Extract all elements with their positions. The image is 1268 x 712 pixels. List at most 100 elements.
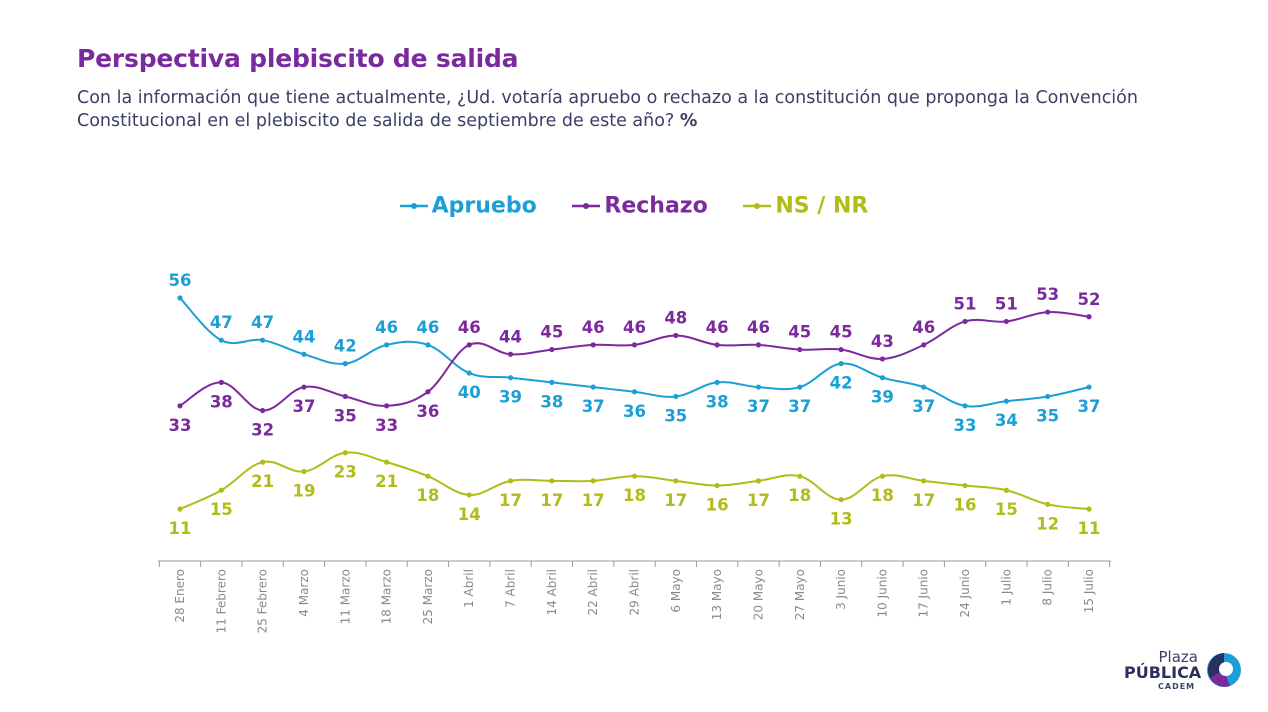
x-tick-label: 29 Abril	[628, 569, 642, 616]
data-point-ns-nr	[466, 492, 472, 498]
logo-brand-text: Plaza	[1158, 648, 1198, 666]
data-label-rechazo: 46	[458, 318, 481, 337]
logo-sub-text: CADEM	[1158, 682, 1196, 691]
data-label-apruebo: 37	[788, 397, 811, 416]
data-label-ns-nr: 18	[623, 486, 646, 505]
data-point-apruebo	[218, 337, 224, 343]
data-label-rechazo: 46	[706, 318, 729, 337]
data-point-apruebo	[755, 384, 762, 390]
data-label-ns-nr: 16	[706, 496, 729, 515]
data-point-rechazo	[673, 332, 679, 339]
data-point-apruebo	[1086, 384, 1092, 390]
data-label-ns-nr: 11	[169, 519, 192, 538]
data-label-apruebo: 46	[416, 318, 439, 337]
data-label-ns-nr: 17	[582, 491, 605, 510]
data-label-apruebo: 35	[664, 406, 687, 425]
x-tick-label: 28 Enero	[173, 569, 187, 623]
data-point-rechazo	[218, 379, 224, 385]
data-point-ns-nr	[838, 497, 844, 503]
data-label-apruebo: 40	[458, 383, 481, 402]
data-point-ns-nr	[755, 478, 762, 484]
x-tick-label: 6 Mayo	[669, 569, 683, 613]
x-tick-label: 17 Junio	[917, 569, 931, 618]
data-label-ns-nr: 17	[540, 491, 563, 510]
data-point-apruebo	[921, 384, 927, 390]
data-label-apruebo: 37	[912, 397, 935, 416]
data-label-ns-nr: 13	[830, 510, 853, 529]
data-point-apruebo	[1003, 398, 1009, 404]
data-point-ns-nr	[631, 473, 638, 479]
x-tick-label: 10 Junio	[875, 569, 889, 618]
data-point-rechazo	[466, 342, 472, 348]
data-label-rechazo: 46	[747, 318, 770, 337]
data-label-apruebo: 33	[954, 416, 977, 435]
data-point-apruebo	[301, 351, 307, 357]
data-label-rechazo: 46	[623, 318, 646, 337]
data-label-ns-nr: 17	[747, 491, 770, 510]
data-label-apruebo: 37	[1078, 397, 1101, 416]
data-label-rechazo: 38	[210, 392, 233, 411]
x-tick-label: 13 Mayo	[710, 569, 724, 620]
x-tick-label: 25 Marzo	[421, 569, 435, 624]
data-point-apruebo	[590, 384, 596, 390]
x-tick-label: 27 Mayo	[793, 569, 807, 620]
data-point-ns-nr	[921, 478, 927, 484]
legend-label-rechazo: Rechazo	[604, 193, 708, 219]
data-point-rechazo	[507, 351, 514, 357]
data-point-ns-nr	[797, 473, 803, 479]
data-label-ns-nr: 18	[871, 486, 894, 505]
legend-swatch-apruebo	[399, 203, 428, 210]
data-point-apruebo	[507, 375, 514, 381]
data-point-ns-nr	[342, 450, 348, 456]
data-point-ns-nr	[1086, 506, 1092, 512]
data-label-rechazo: 46	[582, 318, 605, 337]
data-point-apruebo	[177, 295, 183, 301]
x-tick-label: 7 Abril	[504, 569, 518, 608]
x-tick-label: 11 Marzo	[338, 569, 352, 624]
data-label-apruebo: 37	[747, 397, 770, 416]
data-point-ns-nr	[714, 482, 720, 489]
logo-main-text: PÚBLICA	[1124, 663, 1202, 682]
data-label-apruebo: 37	[582, 397, 605, 416]
data-point-apruebo	[342, 361, 348, 367]
data-label-apruebo: 47	[210, 313, 233, 332]
data-label-ns-nr: 14	[458, 505, 481, 524]
data-point-apruebo	[260, 337, 266, 343]
data-label-rechazo: 35	[334, 406, 357, 425]
data-label-ns-nr: 15	[995, 500, 1018, 519]
data-label-ns-nr: 12	[1036, 514, 1059, 533]
data-label-ns-nr: 19	[292, 481, 315, 500]
data-point-rechazo	[879, 356, 886, 362]
data-label-ns-nr: 21	[251, 472, 274, 491]
x-tick-label: 8 Julio	[1041, 569, 1055, 606]
data-point-rechazo	[342, 393, 348, 400]
legend-item-nsnr: NS / NR	[743, 193, 868, 219]
x-tick-label: 20 Mayo	[751, 569, 765, 620]
data-label-rechazo: 46	[912, 318, 935, 337]
data-point-apruebo	[549, 379, 555, 385]
data-point-rechazo	[383, 403, 390, 409]
data-point-rechazo	[425, 389, 431, 395]
data-point-ns-nr	[962, 482, 968, 489]
data-label-ns-nr: 18	[416, 486, 439, 505]
data-label-ns-nr: 17	[912, 491, 935, 510]
data-point-apruebo	[1045, 393, 1051, 400]
chart-subtitle: Con la información que tiene actualmente…	[77, 87, 1157, 133]
data-point-apruebo	[879, 375, 886, 381]
unit-label: %	[679, 111, 698, 131]
x-tick-label: 1 Abril	[462, 569, 476, 608]
data-point-ns-nr	[1045, 501, 1051, 507]
x-tick-label: 3 Junio	[834, 569, 848, 610]
data-label-rechazo: 37	[292, 397, 315, 416]
data-label-apruebo: 36	[623, 402, 646, 421]
data-point-rechazo	[1045, 309, 1051, 315]
data-point-rechazo	[921, 342, 927, 348]
data-point-apruebo	[466, 370, 472, 376]
data-label-ns-nr: 11	[1078, 519, 1101, 538]
chart-legend: Apruebo Rechazo NS / NR	[0, 193, 1268, 219]
data-point-ns-nr	[879, 473, 886, 479]
legend-label-nsnr: NS / NR	[775, 193, 869, 219]
data-point-ns-nr	[301, 468, 307, 475]
data-point-apruebo	[383, 342, 390, 348]
data-label-rechazo: 36	[416, 402, 439, 421]
